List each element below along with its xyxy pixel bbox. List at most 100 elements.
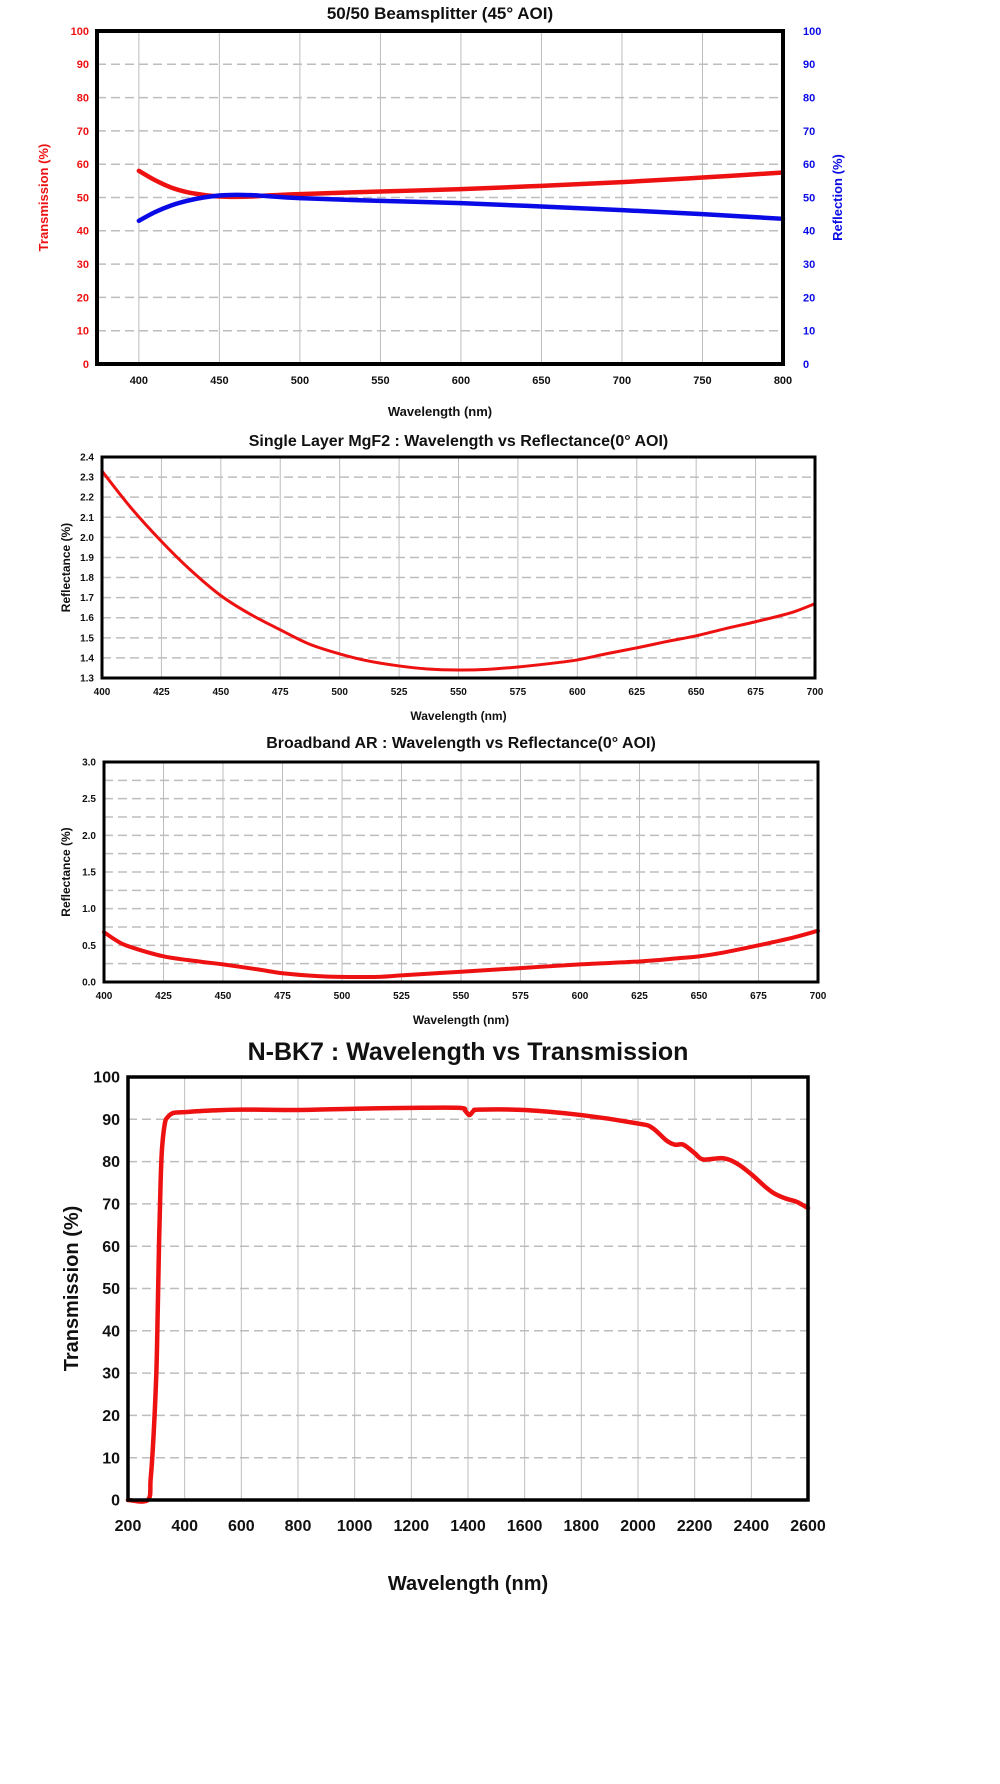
x-tick-label: 600 [452, 375, 470, 387]
x-tick-label: 500 [334, 991, 351, 1002]
x-tick-label: 1800 [564, 1518, 600, 1535]
x-tick-label: 550 [450, 687, 467, 698]
y-tick-label: 2.3 [80, 473, 94, 484]
y2-tick-label: 20 [803, 292, 815, 304]
chart-3: Broadband AR : Wavelength vs Reflectance… [59, 735, 827, 1027]
x-tick-label: 400 [94, 687, 111, 698]
x-tick-label: 2400 [734, 1518, 770, 1535]
x-tick-label: 750 [693, 375, 711, 387]
y-tick-label: 20 [77, 292, 89, 304]
x-tick-label: 650 [688, 687, 705, 698]
y-tick-label: 1.3 [80, 674, 94, 685]
y2-tick-label: 80 [803, 92, 815, 104]
y-tick-label: 20 [102, 1408, 120, 1425]
x-tick-label: 450 [215, 991, 232, 1002]
y-tick-label: 0.5 [82, 941, 96, 952]
y2-tick-label: 70 [803, 126, 815, 138]
x-axis-label: Wavelength (nm) [388, 1573, 548, 1595]
y-tick-label: 30 [77, 259, 89, 271]
y-tick-label: 60 [77, 159, 89, 171]
y-tick-label: 70 [77, 126, 89, 138]
series-line-reflection [136, 192, 786, 224]
y-tick-label: 2.0 [82, 831, 96, 842]
x-tick-label: 700 [613, 375, 631, 387]
plot-frame [100, 455, 817, 680]
x-tick-label: 575 [512, 991, 529, 1002]
x-tick-label: 400 [171, 1518, 198, 1535]
y-tick-label: 40 [102, 1323, 120, 1340]
y2-tick-label: 50 [803, 192, 815, 204]
chart-1: 50/50 Beamsplitter (45° AOI)400 450 500 550… [36, 4, 845, 419]
y-tick-label: 1.7 [80, 593, 94, 604]
plot-frame [126, 1075, 810, 1502]
plot-frame [95, 29, 785, 366]
x-tick-label: 625 [628, 687, 645, 698]
x-tick-label: 500 [331, 687, 348, 698]
y-tick-label: 80 [77, 92, 89, 104]
x-tick-label: 700 [810, 991, 827, 1002]
y-tick-label: 40 [77, 226, 89, 238]
x-tick-label: 2000 [620, 1518, 656, 1535]
y-tick-label: 1.4 [80, 653, 94, 664]
y2-tick-label: 60 [803, 159, 815, 171]
x-tick-label: 450 [212, 687, 229, 698]
y-tick-label: 1.5 [82, 868, 96, 879]
y-axis-label: Reflectance (%) [59, 523, 73, 612]
x-tick-label: 600 [228, 1518, 255, 1535]
chart-title: 50/50 Beamsplitter (45° AOI) [327, 4, 553, 23]
series-line-transmission [125, 1105, 811, 1504]
chart-title: Single Layer MgF2 : Wavelength vs Reflec… [249, 433, 669, 450]
x-tick-label: 400 [96, 991, 113, 1002]
y-tick-label: 3.0 [82, 758, 96, 769]
y-axis-label: Transmission (%) [61, 1206, 83, 1372]
x-axis-label: Wavelength (nm) [410, 709, 506, 723]
x-tick-label: 800 [774, 375, 792, 387]
x-tick-label: 1000 [337, 1518, 373, 1535]
y2-tick-label: 90 [803, 59, 815, 71]
x-tick-label: 800 [285, 1518, 312, 1535]
x-tick-label: 575 [510, 687, 527, 698]
y-tick-label: 1.6 [80, 613, 94, 624]
y-tick-label: 2.2 [80, 493, 94, 504]
series-line-reflectance [102, 928, 820, 980]
y2-tick-label: 10 [803, 326, 815, 338]
y-tick-label: 100 [93, 1070, 120, 1087]
y-tick-label: 10 [77, 326, 89, 338]
x-tick-label: 600 [572, 991, 589, 1002]
y-axis-label: Transmission (%) [36, 144, 51, 252]
y-tick-label: 90 [77, 59, 89, 71]
x-tick-label: 1400 [450, 1518, 486, 1535]
x-tick-label: 2200 [677, 1518, 713, 1535]
y-tick-label: 2.5 [82, 794, 96, 805]
y-tick-label: 1.9 [80, 553, 94, 564]
plot-frame [102, 760, 820, 984]
x-tick-label: 625 [631, 991, 648, 1002]
y-tick-label: 1.8 [80, 573, 94, 584]
x-tick-label: 650 [691, 991, 708, 1002]
x-tick-label: 600 [569, 687, 586, 698]
x-tick-label: 525 [391, 687, 408, 698]
y2-axis-label: Reflection (%) [830, 154, 845, 241]
y-tick-label: 80 [102, 1154, 120, 1171]
y-tick-label: 10 [102, 1450, 120, 1467]
series-line-reflectance [100, 469, 817, 672]
y2-tick-label: 40 [803, 226, 815, 238]
x-tick-label: 1600 [507, 1518, 543, 1535]
chart-title: N-BK7 : Wavelength vs Transmission [248, 1038, 689, 1066]
x-tick-label: 400 [130, 375, 148, 387]
y-tick-label: 2.1 [80, 513, 94, 524]
y-tick-label: 0 [111, 1493, 120, 1510]
x-axis-label: Wavelength (nm) [388, 404, 492, 419]
x-tick-label: 550 [371, 375, 389, 387]
chart-2: Single Layer MgF2 : Wavelength vs Reflec… [59, 433, 824, 723]
y-tick-label: 30 [102, 1366, 120, 1383]
y2-tick-label: 0 [803, 359, 809, 371]
x-tick-label: 450 [210, 375, 228, 387]
y-tick-label: 90 [102, 1112, 120, 1129]
x-tick-label: 675 [747, 687, 764, 698]
x-tick-label: 425 [153, 687, 170, 698]
x-tick-label: 525 [393, 991, 410, 1002]
y-tick-label: 100 [71, 26, 89, 38]
x-tick-label: 675 [750, 991, 767, 1002]
